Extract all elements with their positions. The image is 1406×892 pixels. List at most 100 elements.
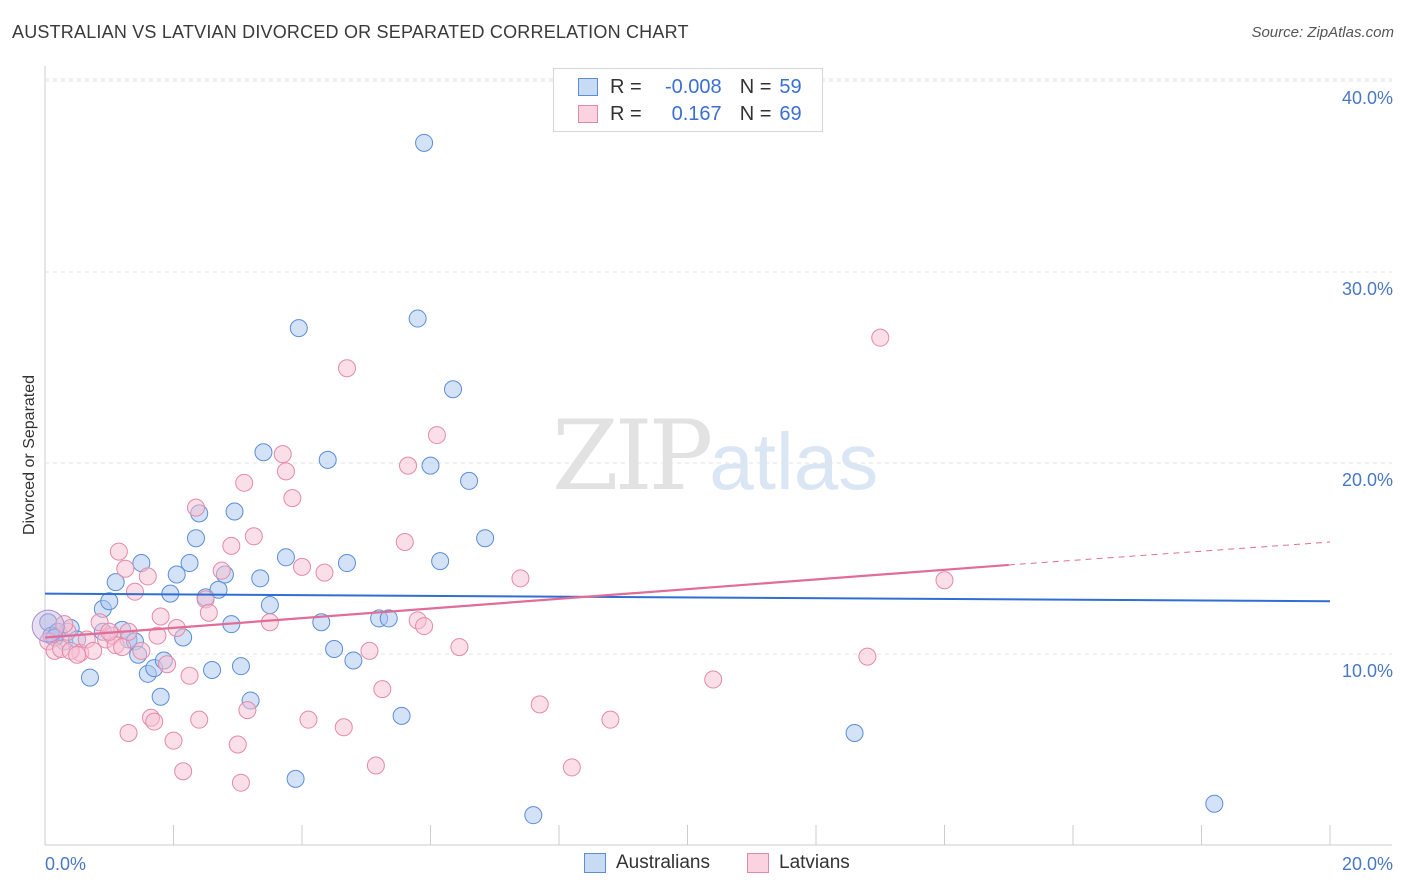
latvians-point bbox=[190, 710, 209, 729]
latvians-point bbox=[366, 756, 385, 775]
australians-point bbox=[254, 443, 273, 462]
latvians-point bbox=[164, 731, 183, 750]
latvians-point bbox=[299, 710, 318, 729]
australians-point bbox=[106, 573, 125, 592]
australians-point bbox=[80, 668, 99, 687]
australians-point bbox=[100, 592, 119, 611]
latvians-trend-extension bbox=[1008, 541, 1331, 566]
latvians-point bbox=[511, 569, 530, 588]
watermark-atlas: atlas bbox=[709, 417, 879, 506]
australians-point bbox=[524, 806, 543, 825]
latvians-point bbox=[871, 328, 890, 347]
latvians-point bbox=[395, 533, 414, 552]
source-label: Source: ZipAtlas.com bbox=[1251, 24, 1394, 41]
australians-point bbox=[225, 502, 244, 521]
latvians-point bbox=[222, 536, 241, 555]
legend-n-label: N = bbox=[739, 75, 772, 98]
legend-n-value: 69 bbox=[779, 102, 802, 125]
australians-point bbox=[392, 706, 411, 725]
latvians-point bbox=[151, 607, 170, 626]
latvians-point bbox=[244, 527, 263, 546]
australians-point bbox=[231, 657, 250, 676]
latvians-point bbox=[212, 561, 231, 580]
legend-row-latvians: R = 0.167 N = 69 bbox=[578, 102, 802, 126]
latvians-point bbox=[158, 655, 177, 674]
x-tick-label: 0.0% bbox=[45, 854, 86, 874]
latvians-point bbox=[360, 641, 379, 660]
australians-point bbox=[443, 380, 462, 399]
cluster-point bbox=[31, 609, 65, 643]
latvians-point bbox=[530, 695, 549, 714]
australians-point bbox=[318, 450, 337, 469]
latvians-point bbox=[293, 557, 311, 576]
legend-row-australians: R = -0.008 N = 59 bbox=[578, 75, 802, 99]
australians-point bbox=[344, 651, 363, 670]
watermark: ZIPatlas bbox=[552, 400, 878, 512]
latvians-point bbox=[113, 638, 132, 657]
y-tick-label: 30.0% bbox=[1342, 279, 1393, 299]
australians-point bbox=[286, 769, 305, 788]
latvians-swatch bbox=[578, 105, 598, 123]
australians-point bbox=[325, 639, 344, 658]
latvians-point bbox=[427, 426, 446, 445]
latvians-point bbox=[601, 710, 620, 729]
legend-r-label: R = bbox=[610, 75, 642, 98]
latvians-legend-swatch bbox=[747, 853, 769, 873]
correlation-legend: R = -0.008 N = 59 R = 0.167 N = 69 bbox=[553, 68, 823, 132]
latvians-point bbox=[109, 542, 128, 561]
australians-point bbox=[180, 554, 199, 573]
latvians-point bbox=[174, 762, 193, 781]
legend-r-value: -0.008 bbox=[664, 75, 722, 98]
latvians-point bbox=[450, 638, 469, 657]
latvians-point bbox=[68, 645, 87, 664]
latvians-point bbox=[562, 758, 581, 777]
australians-point bbox=[251, 569, 270, 588]
latvians-legend-label: Latvians bbox=[779, 852, 850, 873]
australians-point bbox=[260, 596, 279, 615]
latvians-point bbox=[116, 559, 135, 578]
australians-point bbox=[337, 554, 356, 573]
latvians-point bbox=[148, 626, 167, 645]
latvians-point bbox=[415, 617, 434, 636]
latvians-point bbox=[199, 603, 218, 622]
y-tick-label: 10.0% bbox=[1342, 661, 1393, 681]
australians-point bbox=[415, 133, 434, 152]
watermark-zip: ZIP bbox=[552, 400, 713, 512]
legend-n-label: N = bbox=[739, 102, 772, 125]
latvians-point bbox=[315, 563, 334, 582]
latvians-point bbox=[273, 445, 292, 464]
y-tick-label: 40.0% bbox=[1342, 88, 1393, 108]
australians-point bbox=[167, 565, 186, 584]
australians-point bbox=[460, 471, 479, 490]
latvians-point bbox=[283, 489, 302, 508]
australians-swatch bbox=[578, 78, 598, 96]
latvians-point bbox=[180, 666, 199, 685]
australians-point bbox=[845, 724, 864, 743]
latvians-trend-line bbox=[44, 563, 1009, 639]
australians-legend-label: Australians bbox=[616, 852, 710, 873]
australians-point bbox=[431, 552, 450, 571]
latvians-point bbox=[145, 712, 164, 731]
australians-point bbox=[186, 529, 205, 548]
latvians-point bbox=[276, 462, 295, 481]
latvians-point bbox=[704, 670, 723, 689]
australians-point bbox=[1205, 794, 1224, 813]
australians-point bbox=[203, 661, 222, 679]
y-axis-title: Divorced or Separated bbox=[21, 375, 38, 535]
legend-r-label: R = bbox=[610, 102, 642, 125]
australians-point bbox=[421, 456, 440, 475]
latvians-point bbox=[334, 718, 353, 737]
bottom-legend-australians: Australians bbox=[584, 852, 710, 874]
australians-point bbox=[379, 609, 398, 628]
latvians-point bbox=[337, 359, 356, 378]
australians-point bbox=[276, 548, 295, 567]
australians-point bbox=[476, 529, 495, 548]
x-tick-label: 20.0% bbox=[1342, 854, 1393, 874]
australians-trend-line bbox=[44, 592, 1331, 603]
australians-point bbox=[151, 687, 170, 706]
bottom-legend-latvians: Latvians bbox=[747, 852, 850, 874]
y-tick-label: 20.0% bbox=[1342, 470, 1393, 490]
australians-point bbox=[408, 309, 427, 328]
latvians-point bbox=[228, 735, 247, 754]
